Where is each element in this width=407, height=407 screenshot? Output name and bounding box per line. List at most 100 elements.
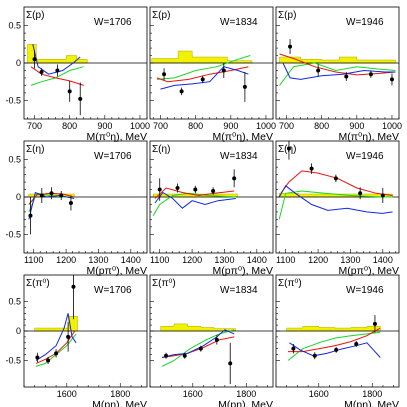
curve-blue: [28, 191, 75, 220]
y-axis-label: Σ(p): [278, 10, 296, 21]
x-axis-label: M(pη), MeV: [218, 399, 273, 407]
data-point: [380, 193, 385, 198]
curve-blue: [278, 185, 393, 214]
x-axis-label: M(pη), MeV: [92, 399, 147, 407]
data-point: [232, 176, 237, 181]
data-point: [193, 187, 198, 192]
x-tick-label: 1400: [373, 255, 393, 265]
y-axis-label: Σ(p): [26, 10, 44, 21]
data-point: [71, 284, 76, 289]
curve-red: [30, 66, 84, 86]
x-axis-label: M(π⁰η), MeV: [213, 131, 273, 143]
data-point: [67, 89, 72, 94]
x-tick-label: 800: [314, 121, 329, 131]
data-point: [333, 176, 338, 181]
data-point: [54, 351, 59, 356]
x-axis-label: M(pπ⁰), MeV: [339, 265, 399, 277]
x-axis-label: M(π⁰η), MeV: [87, 131, 147, 143]
systematic-band: [279, 56, 396, 64]
systematic-band: [27, 44, 88, 64]
x-axis-label: M(pπ⁰), MeV: [213, 265, 273, 277]
data-point: [32, 57, 37, 62]
data-point: [39, 69, 44, 74]
y-axis-label: Σ(η): [152, 144, 170, 155]
x-tick-label: 1200: [308, 255, 328, 265]
x-tick-label: 700: [153, 121, 168, 131]
x-tick-label: 1400: [247, 255, 267, 265]
data-point: [358, 191, 363, 196]
panel-annotation: W=1706: [94, 17, 132, 28]
data-point: [242, 84, 247, 89]
x-tick-label: 1000: [130, 121, 150, 131]
curve-blue: [282, 62, 396, 80]
x-axis-label: M(pη), MeV: [344, 399, 399, 407]
data-point: [354, 341, 359, 346]
y-tick-label: -0.5: [5, 95, 21, 105]
curve-red: [161, 336, 235, 358]
data-point: [200, 77, 205, 82]
data-point: [164, 353, 169, 358]
data-point: [211, 189, 216, 194]
curve-green: [161, 329, 235, 367]
panel-6: 1100 1200 1300 1400 Σ(η) W=1946 M(pπ⁰), MeV: [275, 140, 400, 277]
curve-green: [279, 62, 396, 86]
curve-blue: [161, 329, 235, 358]
y-tick-label: 0: [16, 58, 21, 68]
data-point: [344, 74, 349, 79]
panel-annotation: W=1834: [220, 285, 258, 296]
panel-9: 1600 1800 Σ(π⁰) W=1946 M(pη), MeV: [275, 274, 400, 407]
panel-4: 1100 1200 1300 1400 -0.5 0 0.5 Σ(η) W=1706 M(pπ⁰)…: [5, 140, 148, 277]
curve-blue: [35, 313, 77, 361]
data-point: [175, 186, 180, 191]
data-point: [39, 193, 44, 198]
x-axis-label: M(pπ⁰), MeV: [87, 265, 147, 277]
data-point: [46, 358, 51, 363]
y-tick-label: 0: [16, 192, 21, 202]
data-point: [35, 355, 40, 360]
systematic-band: [151, 50, 253, 64]
panel-2: 700 800 900 1000 Σ(p) W=1834 M(π⁰η), MeV: [149, 6, 276, 143]
panel-annotation: W=1706: [94, 151, 132, 162]
data-point: [286, 146, 291, 151]
y-tick-label: 0: [16, 326, 21, 336]
x-tick-label: 1200: [56, 255, 76, 265]
curve-green: [156, 55, 251, 80]
panel-8: 1600 1800 Σ(π⁰) W=1834 M(pη), MeV: [149, 274, 274, 407]
data-point: [66, 334, 71, 339]
y-tick-label: -0.5: [5, 355, 21, 365]
data-point: [221, 68, 226, 73]
x-tick-label: 1300: [214, 255, 234, 265]
data-point: [372, 321, 377, 326]
x-tick-label: 1300: [88, 255, 108, 265]
data-point: [182, 353, 187, 358]
data-point: [157, 187, 162, 192]
panel-7: 1600 1800 -0.5 0 0.5 Σ(π⁰) W=1706 M(pη), MeV: [5, 274, 148, 407]
panel-annotation: W=1834: [220, 17, 258, 28]
y-tick-label: -0.5: [5, 229, 21, 239]
x-tick-label: 900: [97, 121, 112, 131]
x-tick-label: 1000: [382, 121, 402, 131]
data-point: [312, 353, 317, 358]
curve-blue: [32, 44, 81, 75]
data-point: [228, 361, 233, 366]
panel-3: 700 800 900 1000 Σ(p) W=1946 M(π⁰η), MeV: [275, 6, 402, 143]
y-tick-label: 0.5: [8, 155, 21, 165]
x-tick-label: 700: [279, 121, 294, 131]
data-point: [389, 77, 394, 82]
x-tick-label: 900: [223, 121, 238, 131]
curve-red: [279, 53, 396, 76]
data-point: [179, 89, 184, 94]
y-axis-label: Σ(η): [278, 144, 296, 155]
data-point: [59, 193, 64, 198]
curve-blue: [154, 191, 236, 209]
curve-blue: [289, 342, 381, 358]
x-tick-label: 1800: [362, 389, 382, 399]
curve-green: [152, 192, 236, 216]
y-axis-label: Σ(π⁰): [152, 278, 176, 289]
x-axis-label: M(π⁰η), MeV: [339, 131, 399, 143]
data-point: [368, 72, 373, 77]
x-tick-label: 800: [62, 121, 77, 131]
data-point: [291, 346, 296, 351]
data-point: [316, 68, 321, 73]
y-axis-label: Σ(p): [152, 10, 170, 21]
